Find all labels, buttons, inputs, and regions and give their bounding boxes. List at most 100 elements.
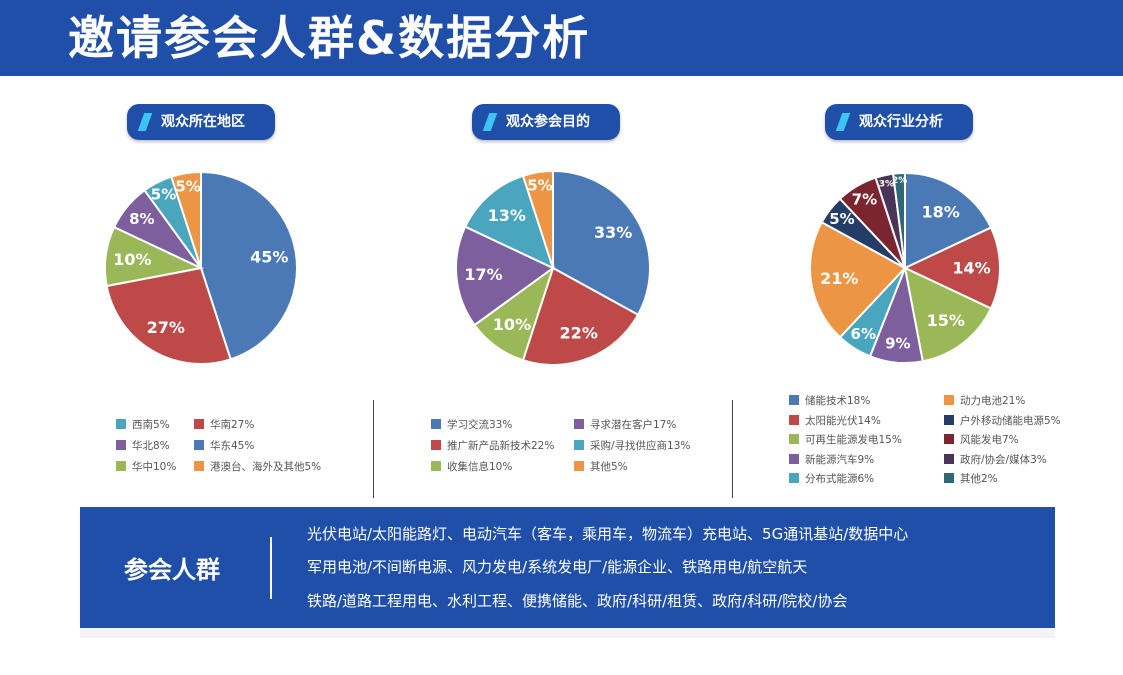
legend-item: 推广新产品新技术22% bbox=[431, 439, 554, 453]
legend-label: 新能源汽车9% bbox=[805, 453, 875, 466]
pie-slice bbox=[521, 169, 554, 269]
chart-panel-purpose: 观众参会目的 33% 22% 10% 17% 13% 5% 学习交流33% 寻求潜在客户17… bbox=[375, 96, 749, 506]
data-label: 2% bbox=[892, 176, 907, 186]
pie-chart-industry: 18% 14% 15% 9% 6% 21% 5% 7%3%2% bbox=[809, 171, 1001, 364]
audience-line: 铁路/道路工程用电、水利工程、便携储能、政府/科研/租赁、政府/科研/院校/协会 bbox=[307, 592, 848, 610]
data-label: 5% bbox=[527, 177, 552, 195]
legend-item: 风能发电7% bbox=[944, 433, 1019, 447]
legend-swatch bbox=[194, 461, 204, 471]
legend-swatch bbox=[789, 414, 799, 425]
pie-chart-purpose: 33% 22% 10% 17% 13%5% bbox=[455, 169, 651, 366]
legend-label: 采购/寻找供应商13% bbox=[590, 440, 691, 452]
pie-slice bbox=[891, 171, 906, 269]
data-label: 45% bbox=[250, 248, 288, 267]
pie-slice bbox=[552, 169, 651, 317]
legend-swatch bbox=[431, 419, 441, 429]
pie-slice bbox=[902, 226, 1001, 310]
data-label: 10% bbox=[113, 250, 151, 269]
chart-panel-region: 观众所在地区 45% 27% 10% 8% 5% 5% 西南5% 华南27% 华北8% 华东45… bbox=[10, 96, 384, 506]
chart-panel-industry: 观众行业分析 18% 14% 15% 9% 6% 21% 5% 7% 3% 2% 储能技术18% 动… bbox=[740, 96, 1114, 506]
legend-label: 华北8% bbox=[132, 440, 170, 452]
legend-swatch bbox=[574, 419, 584, 429]
legend-label: 储能技术18% bbox=[805, 395, 871, 407]
data-label: 18% bbox=[921, 202, 959, 221]
legend-swatch bbox=[116, 461, 126, 471]
legend-item: 可再生能源发电15% bbox=[789, 433, 902, 447]
pie-slice bbox=[105, 266, 232, 365]
legend-label: 港澳台、海外及其他5% bbox=[210, 461, 322, 473]
data-label: 14% bbox=[952, 259, 990, 278]
data-label: 17% bbox=[464, 265, 502, 284]
audience-title: 参会人群 bbox=[124, 556, 220, 584]
legend-swatch bbox=[431, 461, 441, 471]
legend-item: 寻求潜在客户17% bbox=[574, 418, 676, 432]
legend-label: 太阳能光伏14% bbox=[805, 414, 881, 427]
audience-line: 军用电池/不间断电源、风力发电/系统发电厂/能源企业、铁路用电/航空航天 bbox=[307, 558, 808, 576]
chart-title: 观众参会目的 bbox=[506, 114, 590, 130]
legend-item: 政府/协会/媒体3% bbox=[944, 453, 1047, 467]
pie-chart-region: 45% 27% 10% 8% 5% 5% bbox=[104, 170, 298, 365]
legend-swatch bbox=[574, 461, 584, 471]
legend-swatch bbox=[574, 440, 584, 450]
data-label: 5% bbox=[175, 177, 200, 195]
legend-swatch bbox=[116, 419, 126, 429]
data-label: 7% bbox=[852, 190, 877, 208]
data-label: 5% bbox=[829, 210, 854, 228]
legend-item: 其他5% bbox=[574, 460, 628, 474]
legend-swatch bbox=[194, 440, 204, 450]
legend-label: 华中10% bbox=[132, 461, 177, 473]
legend-item: 储能技术18% bbox=[789, 394, 870, 408]
legend-item: 太阳能光伏14% bbox=[789, 414, 881, 428]
divider bbox=[270, 537, 272, 599]
chart-title-pill: 观众所在地区 bbox=[127, 104, 275, 140]
legend-item: 港澳台、海外及其他5% bbox=[194, 460, 321, 474]
legend-label: 华南27% bbox=[210, 419, 255, 431]
header-banner: 邀请参会人群&数据分析 bbox=[0, 0, 1123, 76]
divider bbox=[373, 400, 374, 498]
legend-swatch bbox=[789, 434, 799, 444]
page-title: 邀请参会人群&数据分析 bbox=[68, 11, 591, 65]
legend-label: 风能发电7% bbox=[960, 434, 1019, 446]
legend-item: 华中10% bbox=[116, 460, 176, 474]
legend-label: 可再生能源发电15% bbox=[805, 434, 902, 446]
legend-label: 其他2% bbox=[960, 473, 998, 485]
legend-label: 动力电池21% bbox=[960, 395, 1026, 407]
data-label: 33% bbox=[594, 223, 632, 242]
data-label: 13% bbox=[488, 206, 526, 225]
legend-item: 分布式能源6% bbox=[789, 472, 874, 486]
legend-swatch bbox=[789, 453, 799, 464]
audience-banner: 参会人群 光伏电站/太阳能路灯、电动汽车（客车，乘用车，物流车）充电站、5G通讯… bbox=[80, 507, 1055, 628]
legend-label: 西南5% bbox=[132, 419, 170, 431]
legend-swatch bbox=[789, 395, 799, 405]
legend-label: 推广新产品新技术22% bbox=[447, 440, 555, 452]
legend-item: 户外移动储能电源5% bbox=[944, 414, 1061, 428]
legend-item: 其他2% bbox=[944, 472, 998, 486]
legend-item: 学习交流33% bbox=[431, 418, 512, 432]
data-label: 22% bbox=[560, 323, 598, 342]
legend-swatch bbox=[789, 473, 799, 483]
chart-title: 观众所在地区 bbox=[161, 114, 245, 130]
legend-swatch bbox=[944, 395, 954, 405]
legend-item: 收集信息10% bbox=[431, 460, 512, 474]
legend-item: 西南5% bbox=[116, 418, 170, 432]
data-label: 27% bbox=[147, 318, 185, 337]
legend-item: 动力电池21% bbox=[944, 394, 1025, 408]
audience-line: 光伏电站/太阳能路灯、电动汽车（客车，乘用车，物流车）充电站、5G通讯基站/数据… bbox=[307, 525, 909, 543]
pie-slice bbox=[809, 220, 907, 339]
legend-swatch bbox=[116, 440, 126, 450]
legend-swatch bbox=[194, 419, 204, 429]
chart-title-pill: 观众参会目的 bbox=[472, 104, 620, 140]
chart-title: 观众行业分析 bbox=[859, 114, 943, 130]
legend-item: 华南27% bbox=[194, 418, 254, 432]
pie-slice bbox=[455, 225, 555, 327]
pie-slice bbox=[200, 170, 298, 361]
legend-label: 华东45% bbox=[210, 440, 255, 452]
data-label: 10% bbox=[493, 315, 531, 334]
data-label: 6% bbox=[851, 325, 876, 343]
pie-slice bbox=[903, 266, 993, 363]
legend-label: 政府/协会/媒体3% bbox=[960, 453, 1047, 466]
legend-swatch bbox=[944, 473, 954, 483]
legend-swatch bbox=[944, 453, 954, 464]
data-label: 8% bbox=[129, 210, 154, 228]
chart-title-pill: 观众行业分析 bbox=[825, 104, 973, 140]
